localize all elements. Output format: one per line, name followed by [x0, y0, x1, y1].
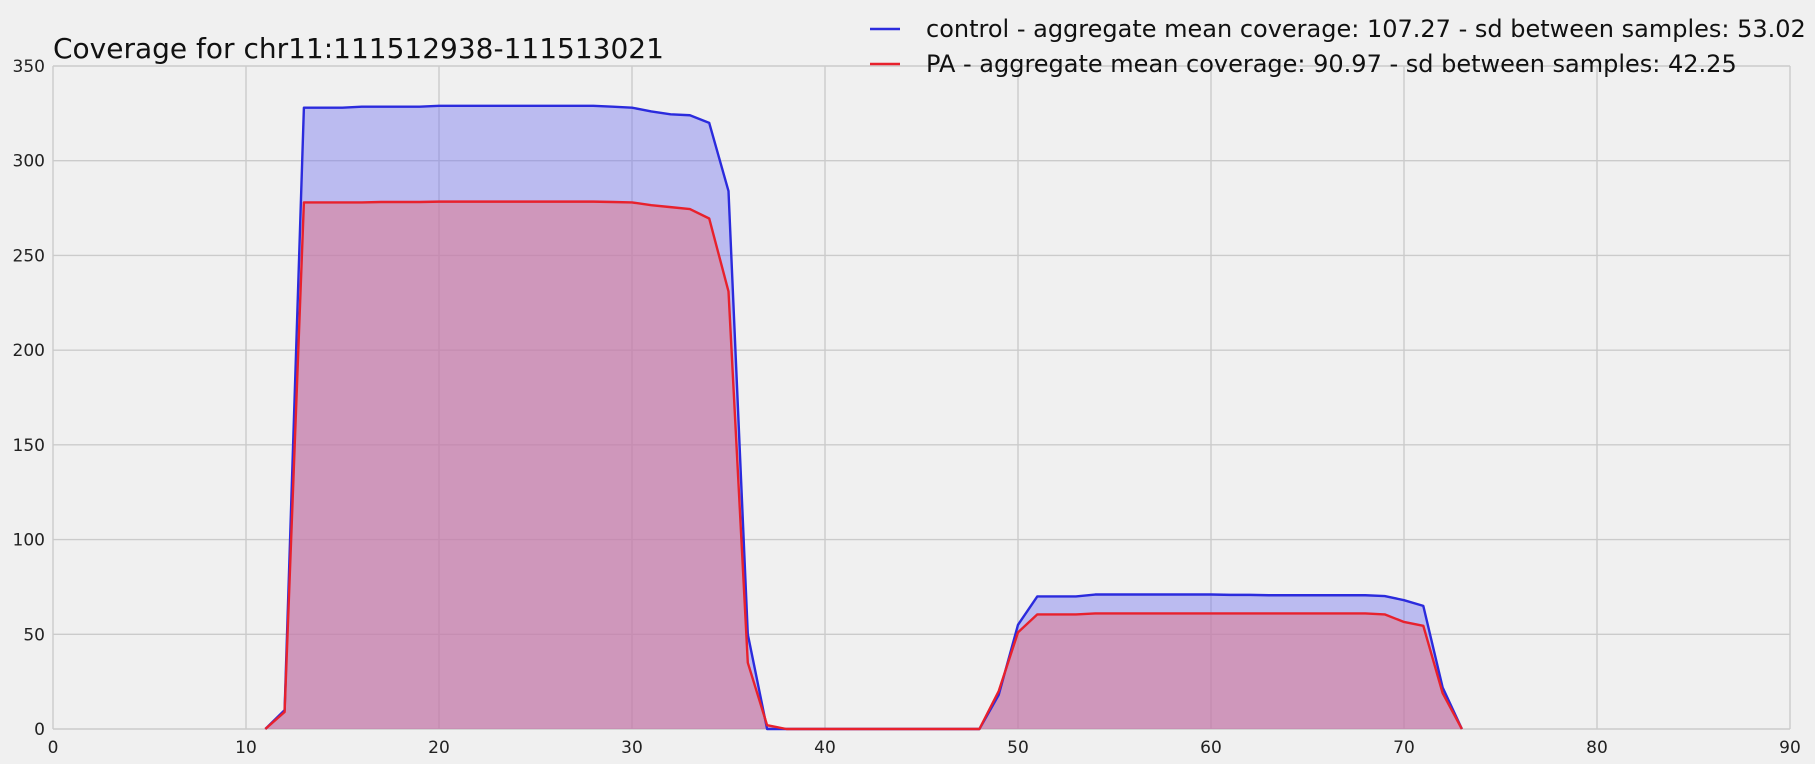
y-tick-label: 300 [13, 152, 45, 172]
series-line-0 [264, 104, 1463, 731]
series-area-1 [265, 201, 1462, 729]
legend-entry: control - aggregate mean coverage: 107.2… [926, 15, 1806, 43]
x-tick-label: 20 [428, 738, 450, 758]
y-tick-label: 50 [23, 625, 45, 645]
x-tick-label: 30 [621, 738, 643, 758]
y-tick-label: 150 [13, 436, 45, 456]
x-tick-label: 90 [1779, 738, 1801, 758]
x-tick-label: 50 [1007, 738, 1029, 758]
y-tick-label: 250 [13, 246, 45, 266]
y-tick-label: 0 [34, 720, 45, 740]
chart-title: Coverage for chr11:111512938-111513021 [53, 32, 664, 65]
series-line-1 [264, 200, 1463, 731]
x-tick-label: 40 [814, 738, 836, 758]
y-tick-label: 100 [13, 531, 45, 551]
legend-entry: PA - aggregate mean coverage: 90.97 - sd… [926, 50, 1737, 78]
x-axis-ticks: 0 10 20 30 40 50 60 70 80 90 [48, 738, 1801, 758]
x-tick-label: 70 [1393, 738, 1415, 758]
area-fills [265, 105, 1462, 729]
series-lines [264, 104, 1463, 731]
legend: control - aggregate mean coverage: 107.2… [870, 15, 1806, 78]
x-tick-label: 10 [235, 738, 257, 758]
x-tick-label: 60 [1200, 738, 1222, 758]
x-tick-label: 0 [48, 738, 59, 758]
x-tick-label: 80 [1586, 738, 1608, 758]
y-tick-label: 200 [13, 341, 45, 361]
y-tick-label: 350 [13, 57, 45, 77]
y-axis-ticks: 0 50 100 150 200 250 300 350 [13, 57, 45, 740]
